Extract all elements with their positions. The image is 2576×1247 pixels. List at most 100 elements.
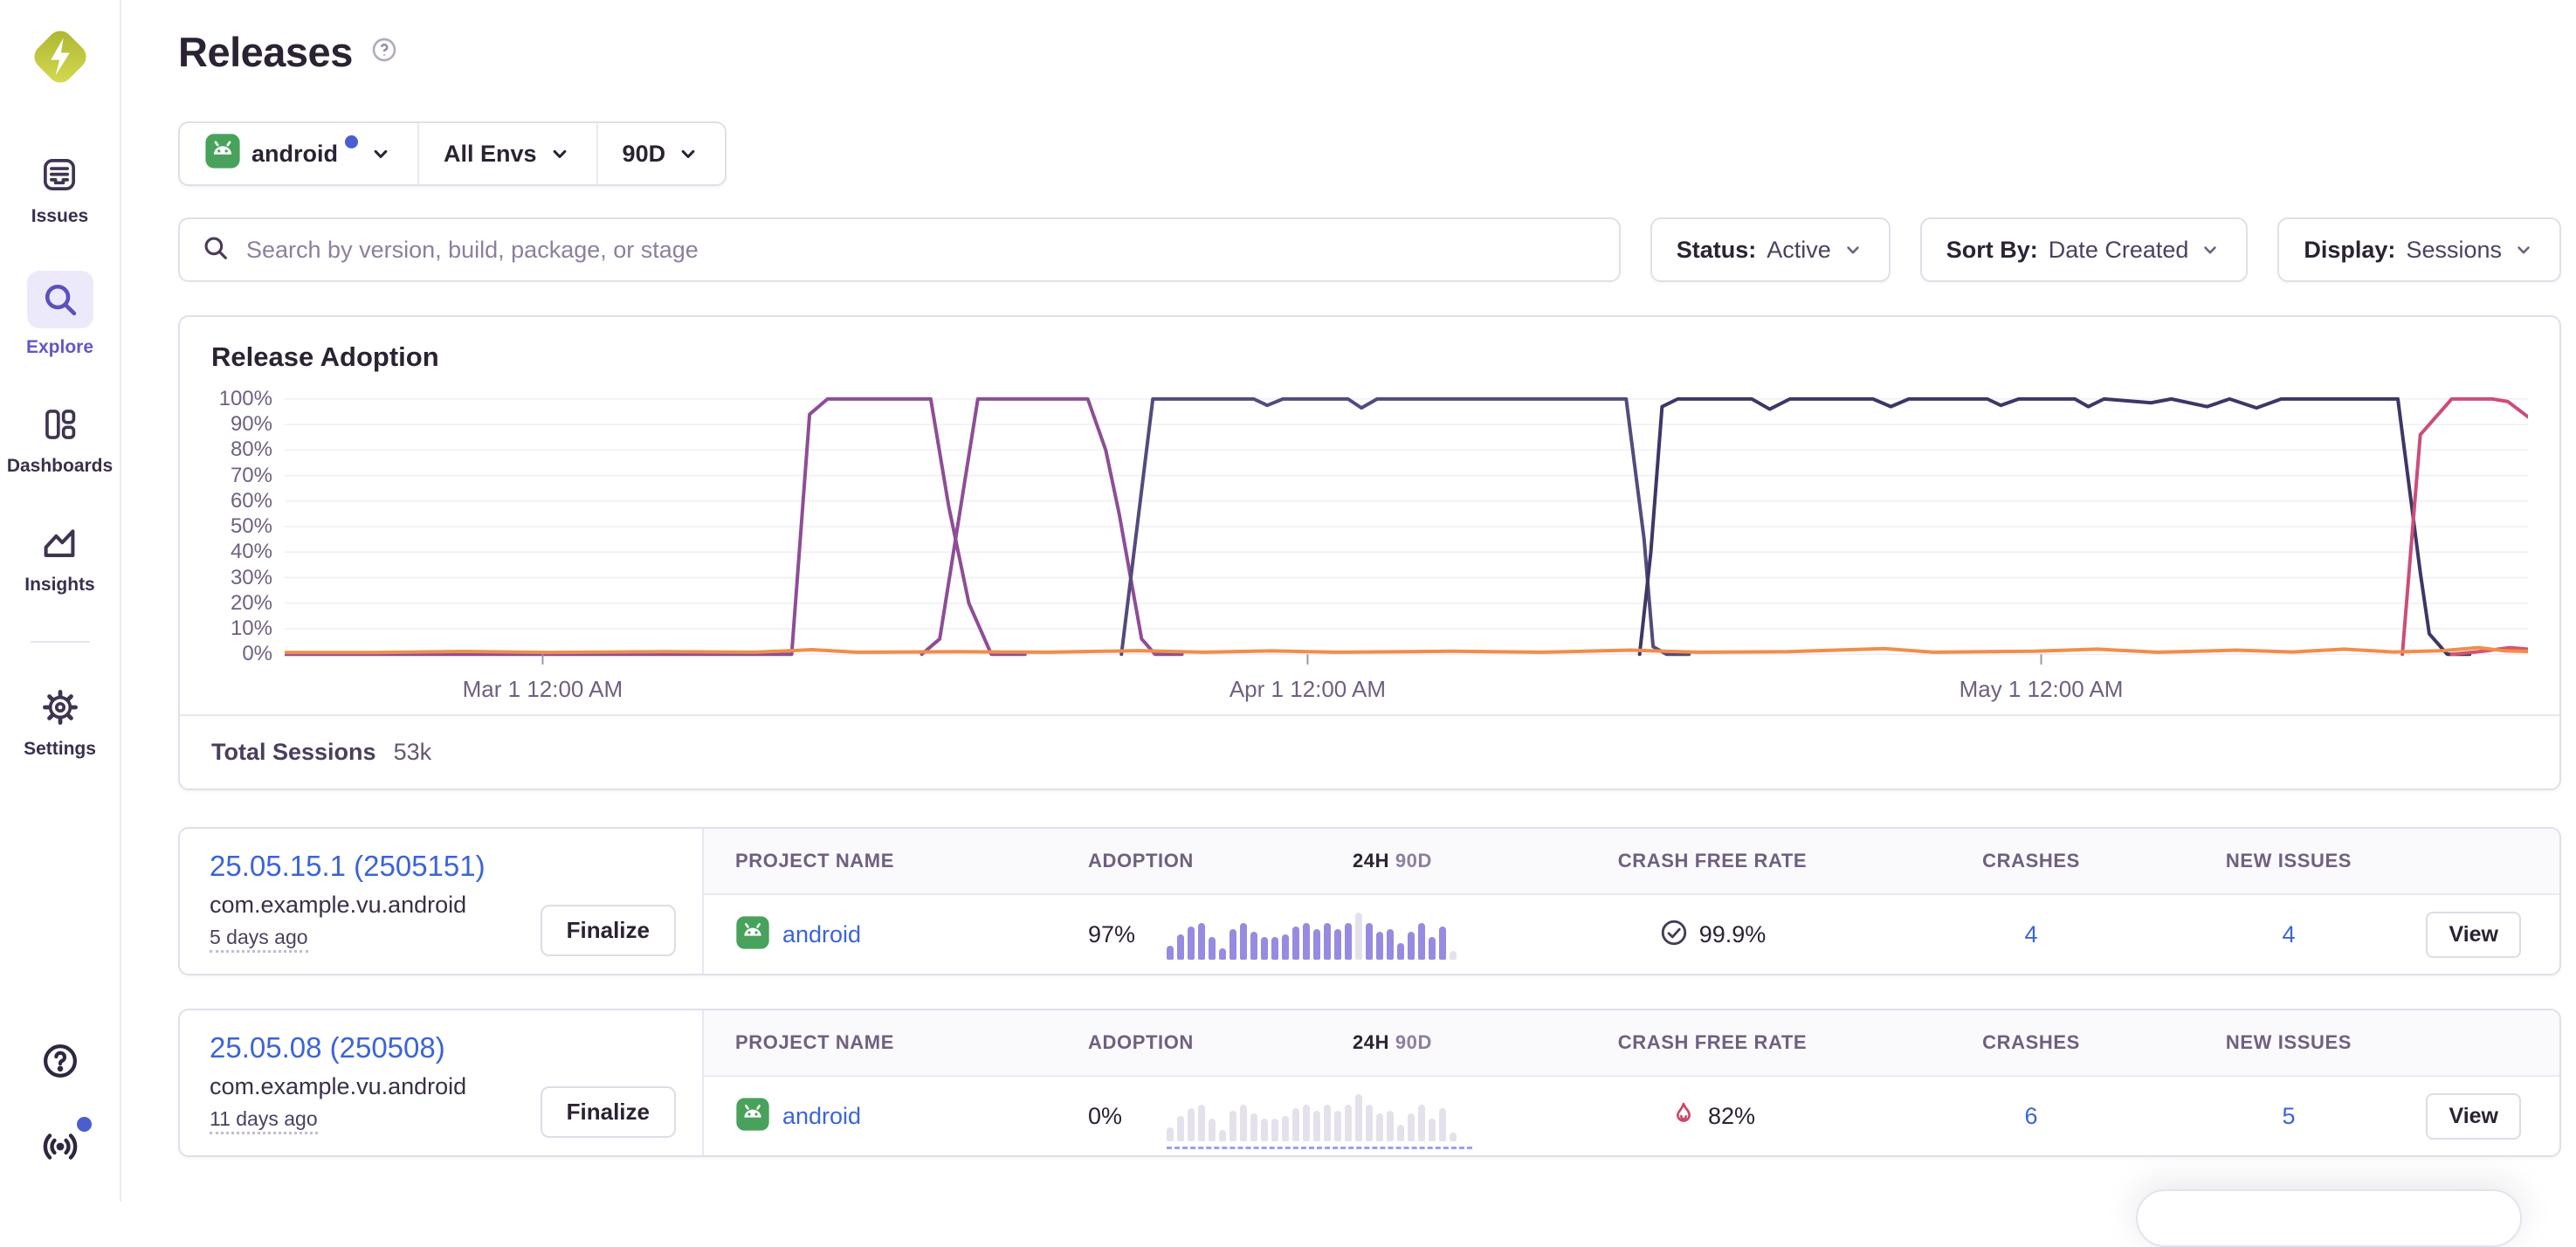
display-value: Sessions	[2406, 236, 2502, 263]
adoption-chart[interactable]	[285, 392, 2528, 667]
help-icon[interactable]	[40, 1041, 80, 1085]
column-header-crash-free: Crash Free Rate	[1617, 1031, 1808, 1053]
sidebar-label: Settings	[24, 739, 96, 759]
view-button[interactable]: View	[2426, 1092, 2521, 1140]
table-row: android 0% 82% 6 5 Vie	[704, 1077, 2559, 1155]
y-axis-label: 0%	[242, 642, 272, 666]
chevron-down-icon	[553, 149, 566, 159]
adoption-percent: 0%	[1088, 1102, 1123, 1129]
crashes-link[interactable]: 4	[2024, 920, 2038, 947]
release-adoption-panel: Release Adoption 100% 90% 80% 70% 60% 50% 40% 3…	[178, 315, 2561, 790]
y-axis-label: 20%	[230, 590, 272, 615]
total-sessions-value: 53k	[393, 739, 432, 765]
series-release-mid-march	[922, 399, 1182, 654]
sort-by-dropdown[interactable]: Sort By: Date Created	[1919, 217, 2249, 282]
release-age[interactable]: 11 days ago	[210, 1107, 318, 1134]
sidebar-item-explore[interactable]: Explore	[26, 271, 93, 358]
sessions-sparkline[interactable]	[1167, 909, 1457, 960]
sort-by-label: Sort By:	[1946, 236, 2038, 263]
chevron-down-icon	[681, 149, 695, 159]
finalize-button[interactable]: Finalize	[540, 1086, 676, 1138]
release-package: com.example.vu.android	[210, 1073, 467, 1099]
series-release-newest	[2402, 399, 2528, 654]
y-axis-label: 70%	[230, 463, 272, 487]
date-range-filter[interactable]: 90D	[596, 123, 726, 184]
sentry-logo[interactable]	[23, 19, 98, 94]
x-axis-label: May 1 12:00 AM	[1959, 676, 2124, 702]
finalize-button[interactable]: Finalize	[540, 905, 676, 956]
view-button[interactable]: View	[2426, 911, 2521, 958]
sidebar-item-dashboards[interactable]: Dashboards	[7, 402, 113, 477]
search-box	[178, 217, 1621, 282]
adoption-header-label: Adoption	[1088, 1031, 1194, 1053]
release-package: com.example.vu.android	[210, 892, 467, 918]
environment-filter[interactable]: All Envs	[417, 123, 596, 184]
column-header-project: Project Name	[735, 850, 894, 872]
android-project-icon	[735, 1097, 770, 1136]
sort-by-value: Date Created	[2048, 236, 2189, 263]
sidebar-label: Dashboards	[6, 456, 114, 476]
notification-dot	[76, 1117, 92, 1132]
insights-icon	[31, 520, 87, 566]
y-axis-label: 10%	[230, 616, 272, 640]
chevron-down-icon	[2204, 246, 2217, 254]
search-input[interactable]	[245, 235, 1598, 265]
sidebar-label: Issues	[31, 206, 89, 226]
crash-free-rate: 99.9%	[1698, 920, 1767, 947]
column-header-project: Project Name	[735, 1031, 894, 1053]
release-version-link[interactable]: 25.05.08 (250508)	[210, 1031, 445, 1064]
chart-x-axis: Mar 1 12:00 AM Apr 1 12:00 AM May 1 12:00 …	[285, 667, 2528, 714]
sidebar-item-insights[interactable]: Insights	[24, 520, 95, 596]
status-value: Active	[1767, 236, 1831, 263]
sidebar-label: Insights	[24, 575, 95, 595]
release-card: 25.05.15.1 (2505151) com.example.vu.andr…	[178, 827, 2561, 975]
flame-icon	[1670, 1100, 1698, 1133]
release-version-link[interactable]: 25.05.15.1 (2505151)	[210, 850, 486, 882]
release-age[interactable]: 5 days ago	[210, 926, 308, 953]
sidebar-item-issues[interactable]: Issues	[31, 152, 88, 227]
broadcast-icon[interactable]	[39, 1117, 92, 1172]
project-link[interactable]: android	[782, 920, 862, 947]
adoption-percent: 97%	[1088, 920, 1136, 947]
page-help-icon[interactable]	[370, 36, 398, 68]
new-issues-link[interactable]: 4	[2282, 920, 2296, 947]
trend-range-toggle[interactable]: 24H 90D	[1352, 1031, 1432, 1053]
display-label: Display:	[2304, 236, 2396, 263]
crash-free-rate: 82%	[1707, 1102, 1756, 1129]
column-header-new-issues: New Issues	[2225, 1031, 2352, 1053]
display-dropdown[interactable]: Display: Sessions	[2277, 217, 2561, 282]
sessions-sparkline[interactable]	[1167, 1091, 1471, 1149]
status-dropdown[interactable]: Status: Active	[1650, 217, 1891, 282]
chevron-down-icon	[374, 149, 388, 159]
trend-range-toggle[interactable]: 24H 90D	[1352, 850, 1432, 872]
dashboards-icon	[32, 402, 88, 447]
y-axis-label: 30%	[230, 565, 272, 589]
project-filter[interactable]: android	[180, 123, 417, 184]
chart-y-axis: 100% 90% 80% 70% 60% 50% 40% 30% 20% 10% 0%	[211, 387, 272, 667]
sidebar: Issues Explore Dashboards	[0, 0, 121, 1202]
android-project-icon	[204, 133, 241, 176]
floating-widget[interactable]	[2136, 1189, 2522, 1247]
date-range-value: 90D	[622, 140, 666, 167]
environment-filter-value: All Envs	[444, 140, 537, 167]
release-card: 25.05.08 (250508) com.example.vu.android…	[178, 1009, 2561, 1157]
page-title: Releases	[178, 29, 353, 75]
project-notification-dot	[345, 134, 358, 148]
y-axis-label: 90%	[230, 412, 272, 437]
series-release-april	[1121, 399, 1689, 654]
page-filter-bar: android All Envs 90D	[178, 121, 727, 186]
check-circle-icon	[1659, 918, 1689, 952]
status-label: Status:	[1676, 236, 1757, 263]
x-axis-label: Mar 1 12:00 AM	[462, 676, 623, 702]
chart-title: Release Adoption	[211, 341, 439, 372]
new-issues-link[interactable]: 5	[2282, 1102, 2296, 1129]
issues-icon	[31, 152, 87, 197]
sidebar-item-settings[interactable]: Settings	[24, 685, 96, 760]
project-link[interactable]: android	[782, 1102, 862, 1129]
table-row: android 97% 99.9% 4 4 View	[704, 895, 2559, 974]
crashes-link[interactable]: 6	[2024, 1102, 2038, 1129]
main-content: Releases android A	[178, 0, 2561, 1157]
y-axis-label: 40%	[230, 540, 272, 564]
series-release-early-march	[285, 399, 1025, 654]
gear-icon	[32, 685, 88, 730]
